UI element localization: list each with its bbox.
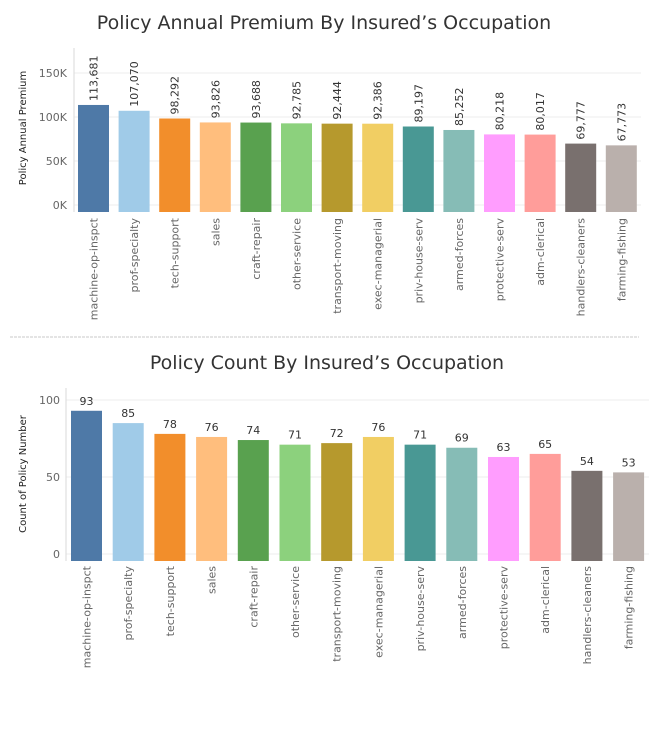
premium-chart: 0K 50K 100K 150K 113,681 machine-op-inspct 107… [39,48,641,320]
count-data-label: 63 [497,441,511,454]
premium-category-label: transport-moving [331,218,344,314]
count-bar-armed-forces[interactable] [446,447,478,561]
premium-chart-title: Policy Annual Premium By Insured’s Occup… [97,12,551,34]
count-bar-priv-house-serv[interactable] [404,444,436,561]
premium-category-label: farming-fishing [615,218,628,301]
count-data-label: 71 [413,429,427,442]
count-data-label: 69 [455,432,469,445]
count-data-label: 54 [580,455,594,468]
premium-category-label: exec-managerial [372,218,385,310]
count-chart-title: Policy Count By Insured’s Occupation [150,352,504,374]
count-category-label: armed-forces [456,566,469,639]
count-chart-ylabel: Count of Policy Number [18,414,29,533]
count-category-label: farming-fishing [623,566,636,649]
premium-data-label: 92,785 [291,81,304,120]
premium-data-label: 98,292 [169,76,182,115]
premium-ytick-label: 0K [53,199,68,212]
count-category-label: transport-moving [331,566,344,662]
premium-bar-handlers-cleaners[interactable] [565,143,597,212]
premium-category-label: tech-support [169,217,182,288]
premium-bar-prof-specialty[interactable] [118,110,150,212]
count-bar-adm-clerical[interactable] [529,453,561,561]
count-category-label: sales [206,566,219,594]
count-data-label: 74 [246,424,260,437]
premium-data-label: 93,688 [250,80,263,119]
count-bar-prof-specialty[interactable] [112,423,144,561]
premium-ytick-label: 50K [46,155,68,168]
count-bar-other-service[interactable] [279,444,311,561]
premium-data-label: 67,773 [615,103,628,142]
premium-bar-exec-managerial[interactable] [362,123,394,212]
premium-data-label: 80,218 [494,92,507,131]
count-bar-tech-support[interactable] [154,433,186,561]
premium-data-label: 113,681 [88,55,101,101]
count-bar-farming-fishing[interactable] [613,472,645,561]
premium-data-label: 85,252 [453,87,466,126]
count-category-label: other-service [289,566,302,638]
count-category-label: machine-op-inspct [81,565,94,668]
premium-category-label: machine-op-inspct [88,217,101,320]
premium-data-label: 80,017 [534,92,547,131]
count-category-label: adm-clerical [539,566,552,634]
count-data-label: 65 [538,438,552,451]
premium-category-label: priv-house-serv [412,218,425,304]
count-bar-exec-managerial[interactable] [362,436,394,561]
count-data-label: 71 [288,429,302,442]
premium-category-label: adm-clerical [534,218,547,286]
count-data-label: 85 [121,407,135,420]
premium-category-label: armed-forces [453,218,466,291]
premium-category-label: protective-serv [494,218,507,302]
premium-category-label: handlers-cleaners [575,218,588,317]
count-data-label: 53 [622,456,636,469]
count-data-label: 93 [80,395,94,408]
premium-category-label: sales [209,218,222,246]
premium-data-label: 92,386 [372,81,385,120]
premium-bar-machine-op-inspct[interactable] [78,104,109,212]
count-category-label: tech-support [164,565,177,636]
count-ytick-label: 50 [46,471,60,484]
premium-bar-priv-house-serv[interactable] [402,126,434,212]
premium-bar-craft-repair[interactable] [240,122,272,212]
count-data-label: 78 [163,418,177,431]
count-ytick-label: 0 [53,548,60,561]
count-bar-machine-op-inspct[interactable] [71,410,102,561]
premium-data-label: 107,070 [128,61,141,107]
premium-data-label: 93,826 [209,80,222,119]
premium-ytick-label: 150K [39,67,68,80]
premium-bar-tech-support[interactable] [159,118,191,212]
premium-category-label: other-service [291,218,304,290]
premium-data-label: 89,197 [412,84,425,123]
count-ytick-label: 100 [39,394,60,407]
premium-bar-sales[interactable] [199,122,231,212]
premium-chart-ylabel: Policy Annual Premium [18,71,29,185]
count-data-label: 72 [330,427,344,440]
count-data-label: 76 [371,421,385,434]
count-category-label: craft-repair [247,566,260,628]
count-bar-craft-repair[interactable] [237,440,269,561]
premium-bar-adm-clerical[interactable] [524,134,556,212]
count-category-label: prof-specialty [122,566,135,641]
premium-bar-other-service[interactable] [281,123,312,212]
premium-bar-transport-moving[interactable] [321,123,353,212]
count-data-label: 76 [205,421,219,434]
premium-category-label: prof-specialty [128,218,141,293]
premium-category-label: craft-repair [250,218,263,280]
premium-bar-protective-serv[interactable] [484,134,515,212]
premium-ytick-label: 100K [39,111,68,124]
count-category-label: exec-managerial [372,566,385,658]
premium-bar-armed-forces[interactable] [443,129,475,212]
count-bar-protective-serv[interactable] [488,456,519,561]
count-chart: 0 50 100 93 machine-op-inspct 85 prof-specialt… [39,388,649,668]
count-bar-handlers-cleaners[interactable] [571,470,603,561]
premium-bar-farming-fishing[interactable] [605,145,637,212]
count-category-label: handlers-cleaners [581,566,594,665]
count-bar-sales[interactable] [196,436,228,561]
premium-data-label: 69,777 [575,101,588,140]
count-category-label: priv-house-serv [414,566,427,652]
premium-data-label: 92,444 [331,81,344,120]
count-category-label: protective-serv [498,566,511,650]
count-bar-transport-moving[interactable] [321,443,353,561]
